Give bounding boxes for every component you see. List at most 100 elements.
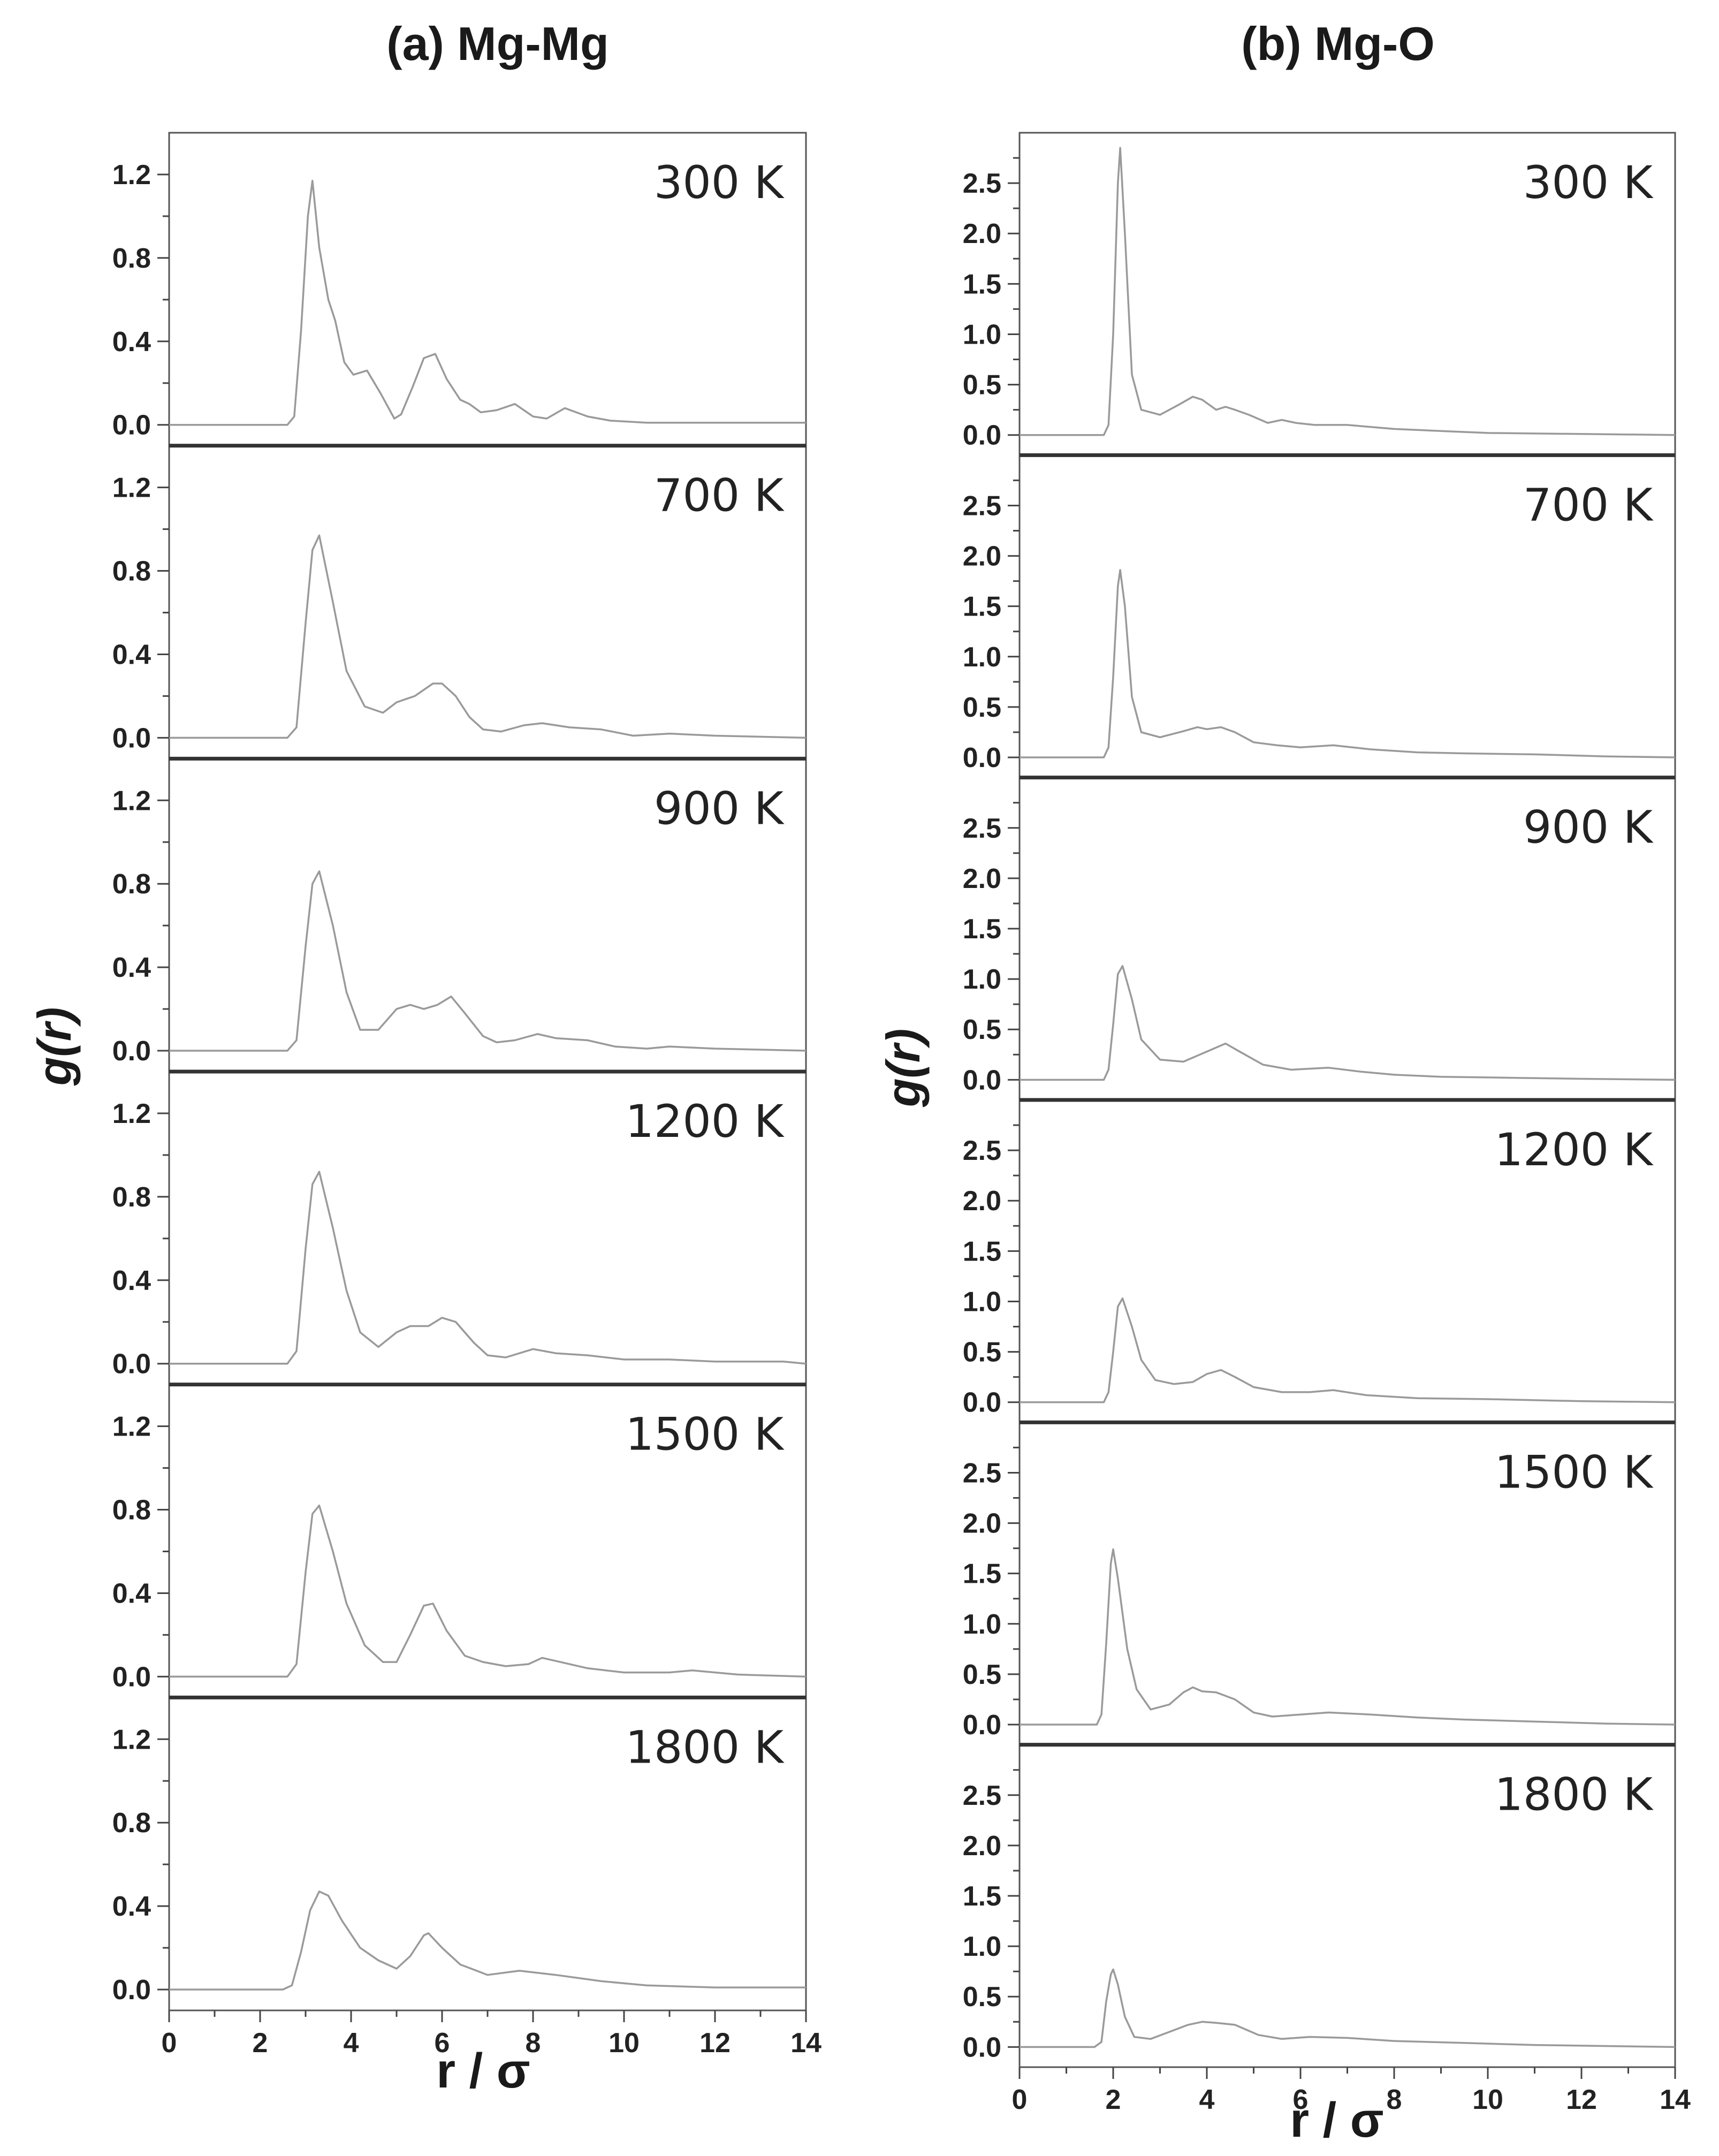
y-tick-label: 0.5 [963,370,1001,401]
x-tick-label: 4 [1199,2084,1215,2115]
subplot-mg-o-4: 0.0 0.5 1.0 1.5 2.0 2.5 1500 K [963,1420,1676,1746]
x-tick-label: 6 [435,2028,450,2059]
x-tick-label: 8 [1387,2084,1402,2115]
y-tick-label: 1.2 [112,1411,151,1443]
y-tick-label: 0.5 [963,1659,1001,1690]
x-tick-label: 14 [790,2028,822,2059]
series-label: 900 K [654,782,785,834]
subplot-mg-mg-3: 0.0 0.4 0.8 1.2 1200 K [112,1069,807,1386]
y-tick-label: 2.0 [963,541,1001,572]
y-tick-label: 0.4 [112,952,151,983]
x-tick-label: 0 [1012,2084,1028,2115]
y-tick-label: 2.0 [963,1831,1001,1862]
y-tick-label: 1.5 [963,1559,1001,1590]
y-tick-label: 2.5 [963,813,1001,844]
y-tick-label: 0.0 [112,1661,151,1692]
series-line-1800k [1020,1968,1676,2048]
y-tick-label: 0.0 [963,420,1001,451]
y-tick-label: 2.0 [963,218,1001,249]
series-line-1500k [1020,1548,1676,1726]
y-tick-label: 1.2 [112,1724,151,1755]
series-label: 300 K [654,156,785,209]
panel-b-title: (b) Mg-O [1241,17,1435,70]
subplot-mg-o-0: 0.0 0.5 1.0 1.5 2.0 2.5 300 K [963,132,1676,456]
series-label: 1800 K [1494,1768,1653,1821]
y-tick-label: 0.0 [112,1975,151,2006]
y-tick-label: 1.5 [963,1881,1001,1912]
y-tick-label: 0.0 [112,723,151,754]
x-tick-label: 0 [162,2028,177,2059]
series-label: 1200 K [625,1095,784,1148]
y-tick-label: 1.5 [963,591,1001,622]
x-tick-label: 12 [1566,2084,1597,2115]
subplot-mg-o-5: 0.0 0.5 1.0 1.5 2.0 2.5 1800 K [963,1743,1676,2068]
subplot-mg-mg-1: 0.0 0.4 0.8 1.2 700 K [112,444,807,760]
y-tick-label: 1.0 [963,319,1001,350]
y-tick-label: 0.0 [963,1387,1001,1418]
y-tick-label: 2.5 [963,1135,1001,1166]
panel-b-x-axis-title: r / σ [1290,2093,1383,2147]
y-tick-label: 0.0 [112,1036,151,1067]
panel-b-y-axis-title: g(r) [877,1029,930,1108]
x-tick-label: 8 [526,2028,541,2059]
panel-a-x-axis-title: r / σ [436,2044,530,2098]
y-tick-label: 0.8 [112,1808,151,1839]
series-label: 700 K [654,469,785,522]
y-tick-label: 2.5 [963,1457,1001,1489]
series-line-1200k [1020,1297,1676,1403]
y-tick-label: 0.4 [112,1578,151,1609]
y-tick-label: 0.0 [112,410,151,441]
series-label: 1500 K [1494,1446,1653,1498]
series-line-700k [169,534,807,739]
y-tick-label: 2.5 [963,1780,1001,1811]
series-line-1200k [169,1171,807,1365]
y-tick-label: 1.5 [963,269,1001,300]
series-label: 1800 K [625,1721,784,1773]
subplot-mg-mg-5: 0.0 0.4 0.8 1.2 1800 K [112,1695,807,2011]
y-tick-label: 0.0 [963,1065,1001,1096]
y-tick-label: 0.8 [112,1495,151,1526]
panel-a-mg-mg: (a) Mg-Mg g(r) r / σ 0.0 0.4 0.8 1.2 300 K 0.… [28,17,822,2098]
y-tick-label: 2.5 [963,168,1001,199]
subplot-mg-mg-4: 0.0 0.4 0.8 1.2 1500 K [112,1383,807,1698]
y-tick-label: 1.0 [963,964,1001,995]
y-tick-label: 0.5 [963,692,1001,723]
x-tick-label: 2 [253,2028,268,2059]
x-tick-label: 2 [1106,2084,1121,2115]
subplot-mg-o-3: 0.0 0.5 1.0 1.5 2.0 2.5 1200 K [963,1098,1676,1423]
series-label: 900 K [1523,801,1654,854]
y-tick-label: 0.4 [112,1265,151,1296]
y-tick-label: 1.2 [112,473,151,504]
series-line-1800k [169,1891,806,1991]
series-line-300k [169,179,806,426]
x-tick-label: 6 [1293,2084,1309,2115]
y-tick-label: 1.0 [963,1286,1001,1317]
x-tick-label: 14 [1660,2084,1691,2115]
y-tick-label: 2.5 [963,490,1001,521]
series-label: 700 K [1523,479,1654,531]
y-tick-label: 0.0 [112,1349,151,1380]
y-tick-label: 0.8 [112,556,151,587]
y-tick-label: 0.4 [112,327,151,358]
subplot-mg-mg-2: 0.0 0.4 0.8 1.2 900 K [112,756,807,1073]
y-tick-label: 1.2 [112,1098,151,1129]
x-tick-label: 12 [699,2028,731,2059]
y-tick-label: 1.5 [963,914,1001,945]
y-tick-label: 2.0 [963,1186,1001,1217]
series-label: 1200 K [1494,1123,1653,1176]
y-tick-label: 1.5 [963,1236,1001,1267]
y-tick-label: 1.2 [112,160,151,191]
panel-a-y-axis-title: g(r) [28,1007,81,1087]
series-line-700k [1020,569,1676,758]
y-tick-label: 0.8 [112,243,151,274]
y-tick-label: 1.0 [963,642,1001,673]
y-tick-label: 0.4 [112,639,151,670]
y-tick-label: 0.8 [112,869,151,900]
y-tick-label: 2.0 [963,863,1001,894]
y-tick-label: 0.8 [112,1182,151,1213]
y-tick-label: 0.0 [963,742,1001,773]
panel-b-mg-o: (b) Mg-O g(r) r / σ 0.0 0.5 1.0 1.5 2.0 2.5 30… [877,17,1691,2147]
y-tick-label: 0.0 [963,2032,1001,2063]
y-tick-label: 0.0 [963,1710,1001,1741]
